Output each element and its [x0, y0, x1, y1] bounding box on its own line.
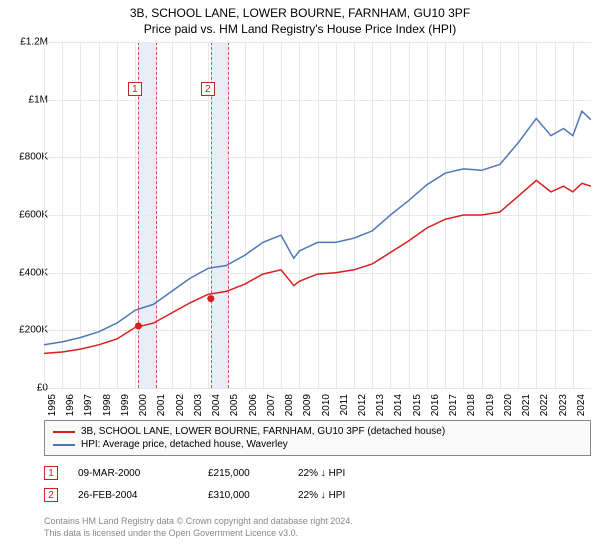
line-chart [44, 42, 591, 388]
x-axis-label: 2009 [302, 394, 313, 416]
transaction-price: £310,000 [208, 490, 278, 501]
x-axis-label: 2022 [539, 394, 550, 416]
table-row: 2 26-FEB-2004 £310,000 22% ↓ HPI [44, 484, 388, 506]
x-axis-label: 2010 [321, 394, 332, 416]
legend-swatch [53, 444, 75, 446]
x-axis-label: 2006 [248, 394, 259, 416]
price-marker [135, 323, 142, 330]
table-row: 1 09-MAR-2000 £215,000 22% ↓ HPI [44, 462, 388, 484]
legend-swatch [53, 431, 75, 433]
price-marker [207, 295, 214, 302]
x-axis-label: 2001 [156, 394, 167, 416]
x-axis-label: 1997 [83, 394, 94, 416]
x-axis-label: 1999 [120, 394, 131, 416]
x-axis-label: 2007 [266, 394, 277, 416]
y-axis-label: £600K [6, 210, 48, 221]
x-axis-label: 2011 [339, 394, 350, 416]
x-axis-label: 2017 [448, 394, 459, 416]
y-axis-label: £200K [6, 325, 48, 336]
x-axis-label: 2021 [521, 394, 532, 416]
transaction-table: 1 09-MAR-2000 £215,000 22% ↓ HPI 2 26-FE… [44, 462, 388, 506]
x-axis-label: 2020 [503, 394, 514, 416]
footer-line: This data is licensed under the Open Gov… [44, 528, 353, 540]
chart-container: 3B, SCHOOL LANE, LOWER BOURNE, FARNHAM, … [0, 0, 600, 560]
x-axis-label: 2013 [375, 394, 386, 416]
transaction-date: 26-FEB-2004 [78, 490, 188, 501]
series-line-blue [44, 111, 591, 345]
gridline [44, 388, 591, 389]
x-axis-label: 2012 [357, 394, 368, 416]
transaction-pct: 22% ↓ HPI [298, 468, 388, 479]
y-axis-label: £0 [6, 383, 48, 394]
legend-label: HPI: Average price, detached house, Wave… [81, 439, 288, 450]
legend-row: HPI: Average price, detached house, Wave… [53, 438, 582, 451]
x-axis-label: 2002 [175, 394, 186, 416]
x-axis-label: 2018 [466, 394, 477, 416]
x-axis-label: 2024 [576, 394, 587, 416]
x-axis-label: 1998 [102, 394, 113, 416]
x-axis-label: 2000 [138, 394, 149, 416]
legend: 3B, SCHOOL LANE, LOWER BOURNE, FARNHAM, … [44, 420, 591, 456]
title-sub: Price paid vs. HM Land Registry's House … [0, 22, 600, 36]
x-axis-label: 2008 [284, 394, 295, 416]
x-axis-label: 2016 [430, 394, 441, 416]
x-axis-label: 2023 [558, 394, 569, 416]
footer-line: Contains HM Land Registry data © Crown c… [44, 516, 353, 528]
x-axis-label: 2014 [393, 394, 404, 416]
x-axis-label: 2004 [211, 394, 222, 416]
y-axis-label: £1M [6, 94, 48, 105]
series-line-red [44, 180, 591, 353]
y-axis-label: £400K [6, 267, 48, 278]
flag-icon: 2 [44, 488, 58, 502]
transaction-price: £215,000 [208, 468, 278, 479]
x-axis-label: 2019 [485, 394, 496, 416]
legend-row: 3B, SCHOOL LANE, LOWER BOURNE, FARNHAM, … [53, 425, 582, 438]
title-main: 3B, SCHOOL LANE, LOWER BOURNE, FARNHAM, … [0, 6, 600, 20]
title-block: 3B, SCHOOL LANE, LOWER BOURNE, FARNHAM, … [0, 0, 600, 36]
x-axis-label: 1995 [47, 394, 58, 416]
transaction-pct: 22% ↓ HPI [298, 490, 388, 501]
transaction-date: 09-MAR-2000 [78, 468, 188, 479]
x-axis-label: 2015 [412, 394, 423, 416]
y-axis-label: £800K [6, 152, 48, 163]
footer: Contains HM Land Registry data © Crown c… [44, 516, 353, 539]
legend-label: 3B, SCHOOL LANE, LOWER BOURNE, FARNHAM, … [81, 426, 445, 437]
x-axis-label: 1996 [65, 394, 76, 416]
y-axis-label: £1.2M [6, 37, 48, 48]
x-axis-label: 2003 [193, 394, 204, 416]
x-axis-label: 2005 [229, 394, 240, 416]
flag-icon: 1 [44, 466, 58, 480]
